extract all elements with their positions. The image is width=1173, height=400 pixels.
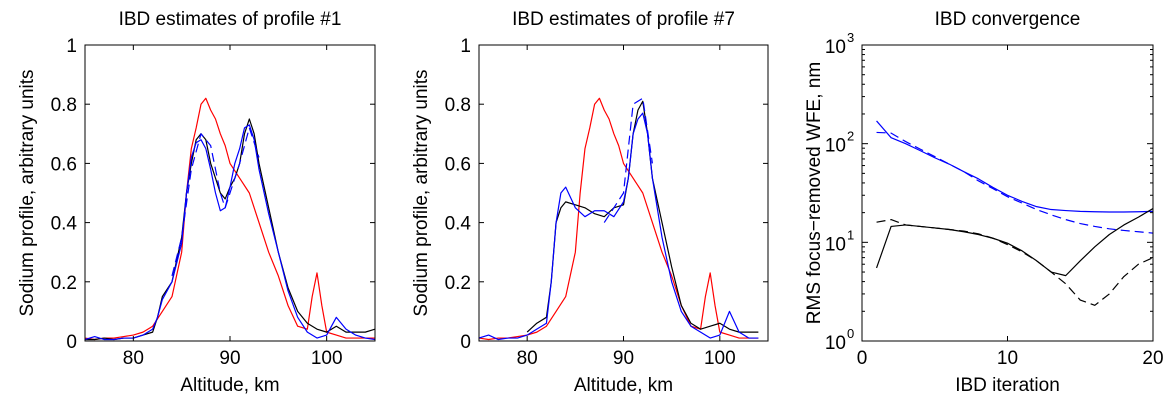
series-line-black-dashed — [876, 219, 1153, 306]
y-axis-label: RMS focus−removed WFE, nm — [804, 62, 825, 324]
y-tick-label: 10 — [825, 37, 846, 58]
x-tick-label: 100 — [311, 348, 343, 369]
y-tick-label: 0 — [66, 332, 77, 353]
y-tick-label: 0.6 — [51, 154, 77, 175]
y-tick-exponent: 1 — [847, 227, 854, 242]
y-tick-label: 0.2 — [445, 273, 471, 294]
y-tick-label: 10 — [825, 333, 846, 354]
y-tick-exponent: 2 — [847, 129, 854, 144]
series-line-blue-dashed — [171, 127, 260, 277]
series-line-black-solid — [875, 208, 1153, 277]
x-tick-label: 80 — [517, 348, 538, 369]
y-tick-label: 0 — [460, 332, 471, 353]
x-tick-label: 100 — [704, 348, 736, 369]
y-tick-label: 0.8 — [51, 95, 77, 116]
series-line-black-solid — [85, 118, 375, 341]
x-tick-label: 20 — [1142, 348, 1163, 369]
series-line-blue-solid — [85, 124, 375, 341]
x-tick-label: 80 — [123, 348, 144, 369]
series-line-black-solid — [526, 100, 759, 333]
chart-title: IBD convergence — [935, 9, 1081, 30]
y-tick-label: 0.8 — [445, 95, 471, 116]
series-line-red-solid — [85, 97, 375, 341]
chart-title: IBD estimates of profile #1 — [119, 9, 342, 30]
y-tick-label: 0.2 — [51, 273, 77, 294]
series-line-blue-dashed — [603, 97, 653, 223]
x-tick-label: 10 — [997, 348, 1018, 369]
series-line-red-solid — [479, 97, 759, 341]
y-tick-label: 10 — [825, 234, 846, 255]
x-axis-label: Altitude, km — [574, 375, 673, 396]
y-axis-label: Sodium profile, arbitrary units — [17, 69, 38, 316]
chart-title: IBD estimates of profile #7 — [512, 9, 735, 30]
y-tick-label: 0.4 — [445, 214, 472, 235]
y-tick-exponent: 3 — [847, 30, 854, 45]
chart-panel-1: 80 90 100 0 0.2 0.4 0.6 0.8 1 IBD estimates of pr… — [17, 9, 376, 396]
x-tick-label: 0 — [857, 348, 868, 369]
y-tick-exponent: 0 — [847, 326, 854, 341]
y-tick-label: 10 — [825, 136, 846, 157]
x-tick-label: 90 — [613, 348, 634, 369]
plot-frame — [861, 44, 1154, 342]
series-line-blue-solid — [479, 112, 759, 341]
y-axis-label: Sodium profile, arbitrary units — [411, 69, 432, 316]
series-line-blue-dashed — [876, 131, 1153, 234]
x-tick-label: 90 — [219, 348, 240, 369]
y-tick-label: 0.6 — [445, 154, 471, 175]
y-tick-label: 1 — [66, 36, 77, 57]
chart-panel-2: 80 90 100 0 0.2 0.4 0.6 0.8 1 IBD estimates of pr… — [411, 9, 769, 396]
series-line-blue-solid — [876, 120, 1153, 213]
x-axis-label: IBD iteration — [955, 375, 1060, 396]
y-tick-label: 0.4 — [51, 214, 78, 235]
x-axis-label: Altitude, km — [180, 375, 279, 396]
y-tick-label: 1 — [460, 36, 471, 57]
